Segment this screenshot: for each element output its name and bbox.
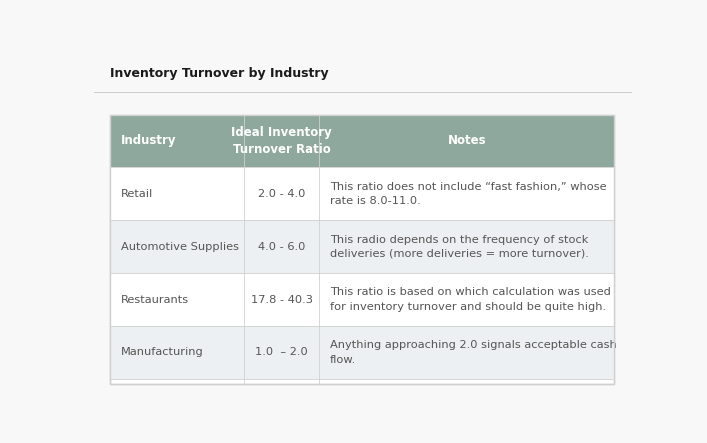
- Text: Retail: Retail: [122, 189, 153, 199]
- Text: This ratio is based on which calculation was used
for inventory turnover and sho: This ratio is based on which calculation…: [329, 288, 610, 312]
- Text: 1.0  – 2.0: 1.0 – 2.0: [255, 347, 308, 358]
- Text: 17.8 - 40.3: 17.8 - 40.3: [251, 295, 312, 305]
- Bar: [110, 273, 614, 326]
- Bar: [110, 167, 614, 220]
- Text: Industry: Industry: [122, 135, 177, 148]
- Bar: [110, 220, 614, 273]
- Text: Notes: Notes: [448, 135, 486, 148]
- Text: Inventory Turnover by Industry: Inventory Turnover by Industry: [110, 67, 329, 80]
- Text: Anything approaching 2.0 signals acceptable cash
flow.: Anything approaching 2.0 signals accepta…: [329, 340, 617, 365]
- Text: 2.0 - 4.0: 2.0 - 4.0: [258, 189, 305, 199]
- Text: 4.0 - 6.0: 4.0 - 6.0: [258, 242, 305, 252]
- Bar: [110, 115, 614, 167]
- Bar: [110, 115, 614, 384]
- Text: Ideal Inventory
Turnover Ratio: Ideal Inventory Turnover Ratio: [231, 126, 332, 156]
- Text: Restaurants: Restaurants: [122, 295, 189, 305]
- Text: Manufacturing: Manufacturing: [122, 347, 204, 358]
- Text: Automotive Supplies: Automotive Supplies: [122, 242, 239, 252]
- Bar: [110, 115, 614, 384]
- Text: This ratio does not include “fast fashion,” whose
rate is 8.0-11.0.: This ratio does not include “fast fashio…: [329, 182, 606, 206]
- Text: This radio depends on the frequency of stock
deliveries (more deliveries = more : This radio depends on the frequency of s…: [329, 234, 588, 259]
- Bar: [110, 326, 614, 379]
